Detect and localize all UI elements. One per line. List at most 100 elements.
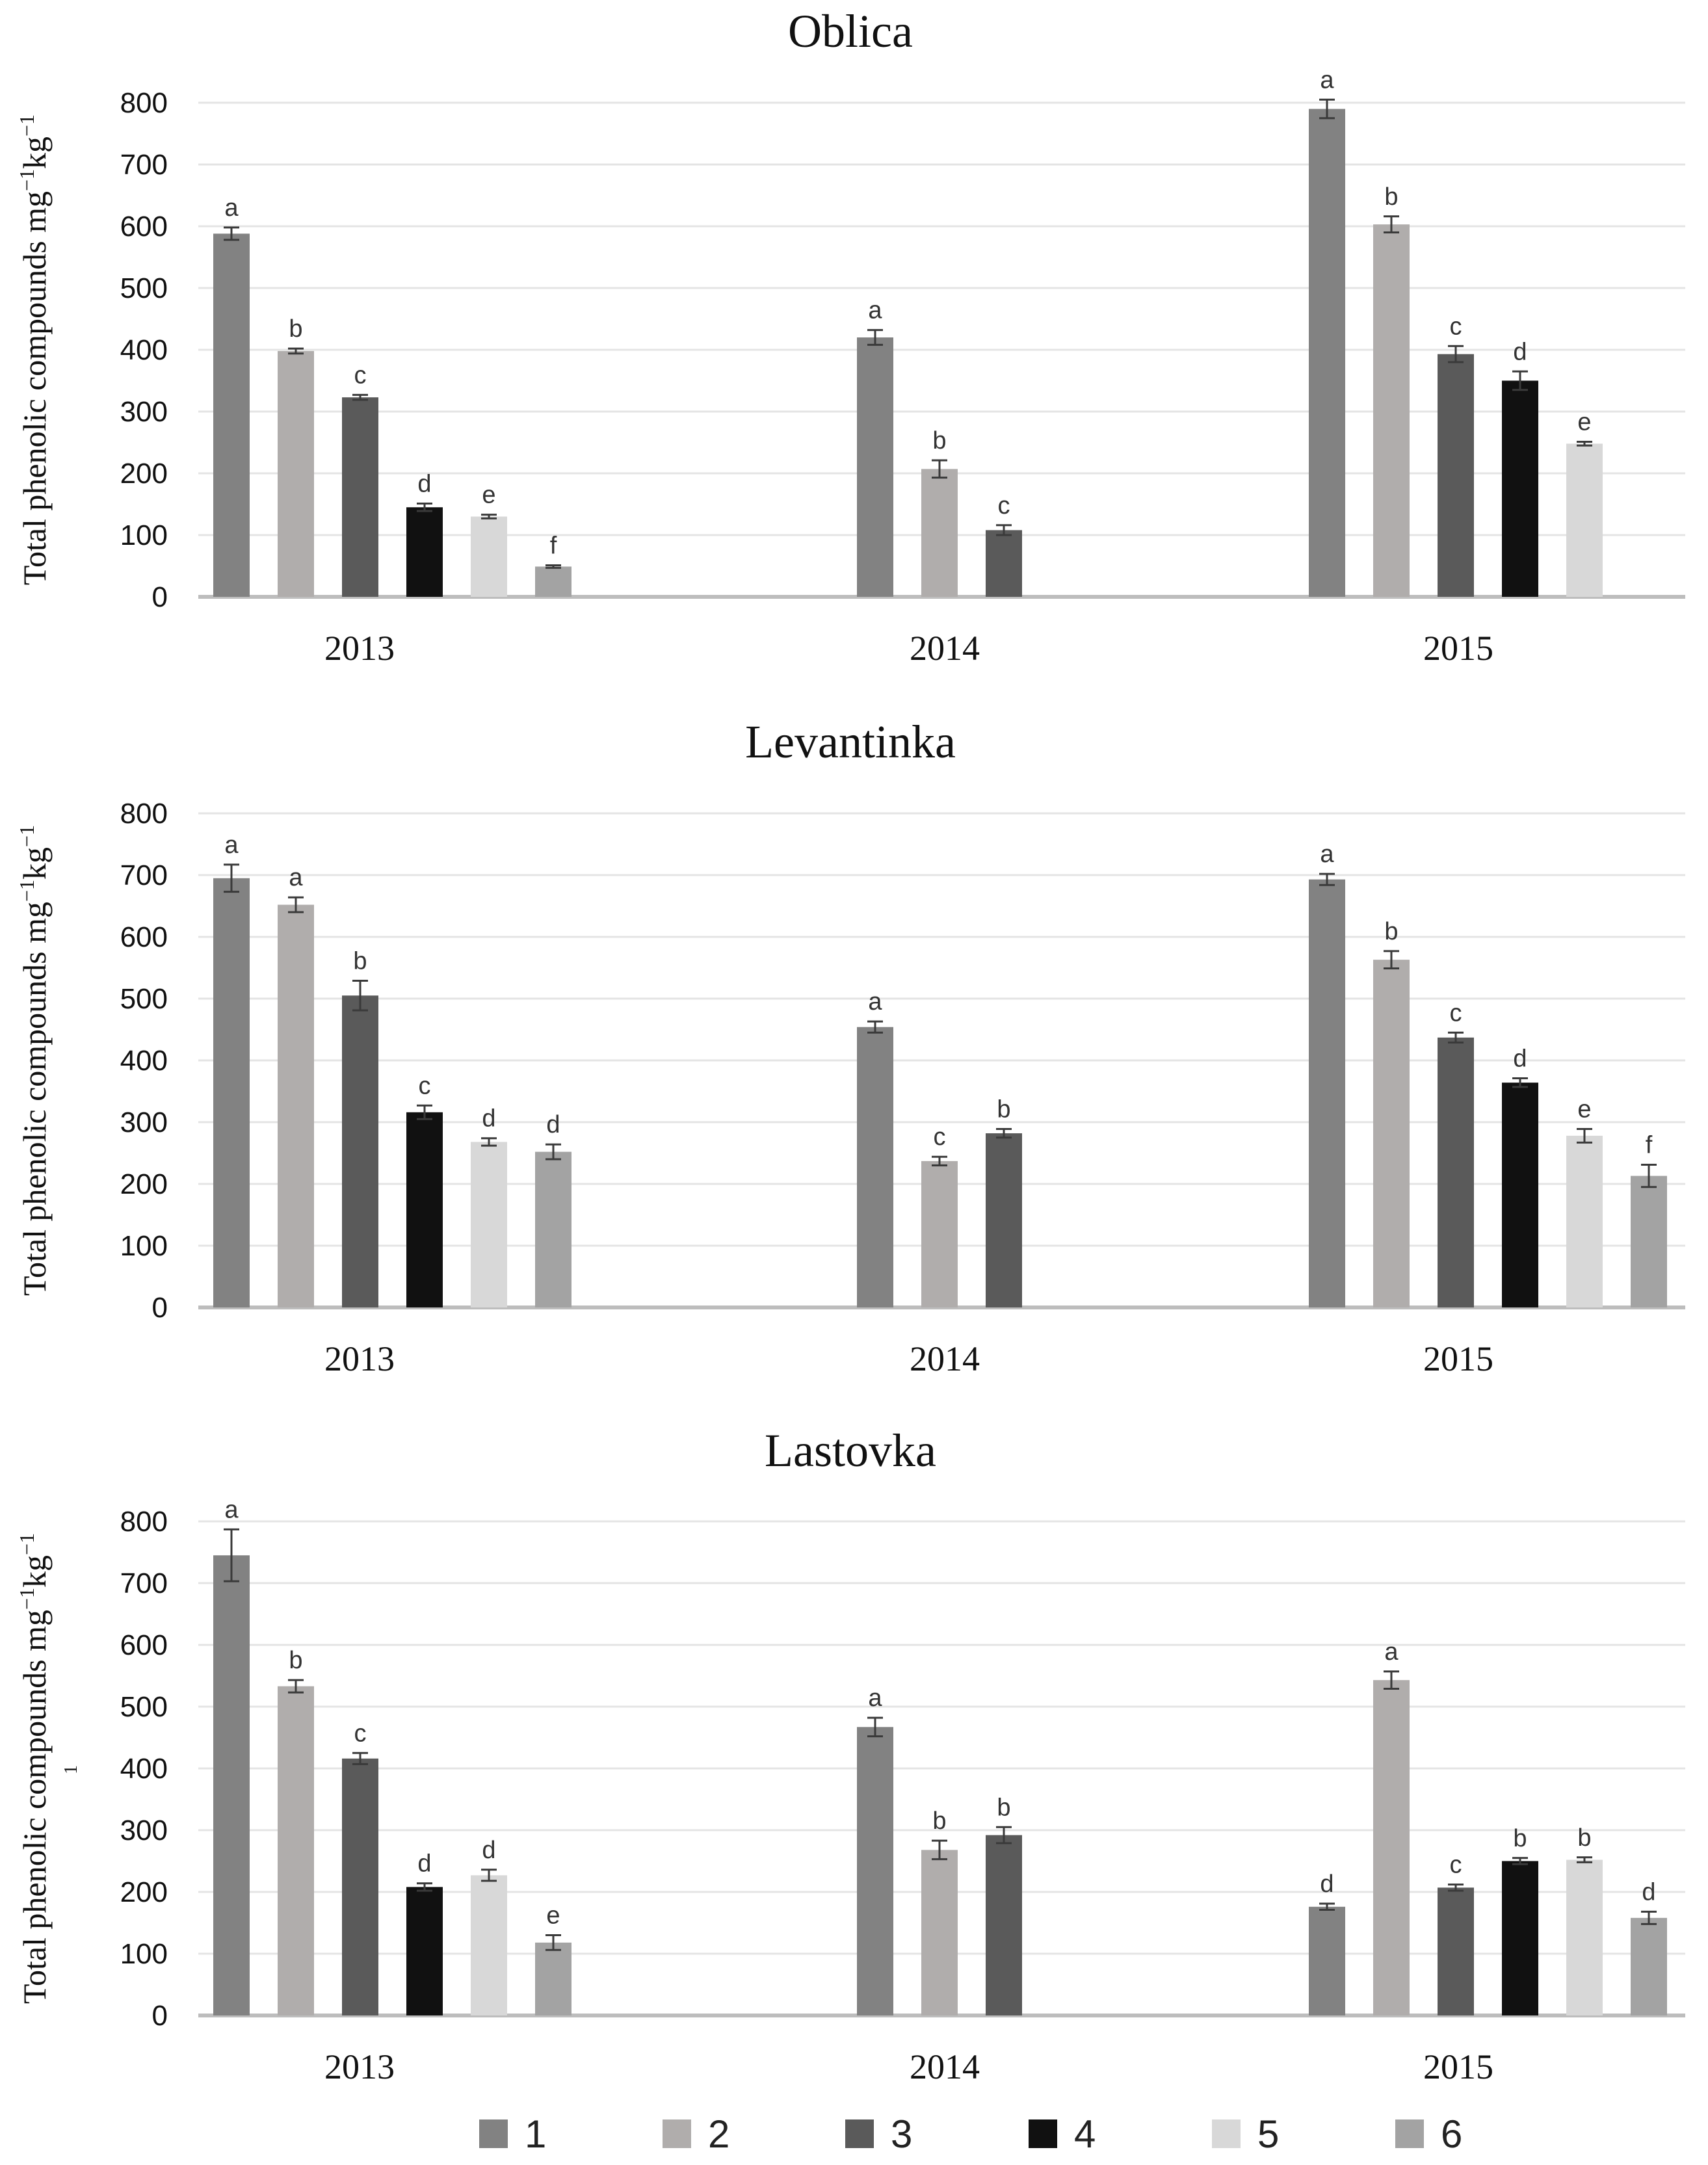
bar-series-2-2013: [278, 1686, 314, 2015]
chart-panel-levantinka: Levantinka 0 100 200 300 400 500 600 700 800 Total…: [15, 716, 1685, 1378]
significance-letter: d: [417, 1850, 431, 1878]
x-tick-label: 2013: [324, 629, 395, 668]
error-bar: [1577, 1127, 1592, 1144]
chart-panel-oblica: Oblica 0 100 200 300 400 500 600 700 800 Total phe…: [15, 5, 1685, 668]
significance-letter: c: [1450, 313, 1462, 340]
significance-letter: a: [224, 832, 239, 859]
significance-letter: b: [932, 427, 946, 454]
significance-letter: d: [482, 1837, 495, 1864]
y-tick-label: 0: [152, 1292, 168, 1324]
error-bar: [417, 1882, 432, 1892]
bar-series-3-2013: [342, 995, 378, 1307]
y-axis-label: Total phenolic compounds mg−1kg−1: [15, 825, 53, 1296]
y-tick-label: 500: [120, 272, 168, 304]
x-tick-label: 2015: [1423, 629, 1493, 668]
significance-letter: d: [417, 471, 431, 498]
significance-letter: a: [868, 297, 882, 324]
y-tick-label: 800: [120, 798, 168, 830]
error-bar: [1319, 873, 1335, 886]
significance-letter: c: [1450, 1852, 1462, 1879]
bar-series-2-2015: [1373, 960, 1410, 1307]
y-tick-label: 100: [120, 1938, 168, 1970]
bar-series-3-2014: [986, 530, 1022, 597]
legend: 1 2 3 4 5 6: [479, 2112, 1462, 2156]
bar-series-6-2015: [1631, 1917, 1667, 2015]
significance-letter: a: [1320, 66, 1334, 94]
legend-item-2: 2: [663, 2112, 729, 2156]
significance-letter: b: [932, 1807, 946, 1835]
error-bar: [545, 1143, 561, 1161]
significance-letter: f: [1646, 1132, 1653, 1159]
bar-series-3-2015: [1438, 1887, 1474, 2015]
y-tick-label: 200: [120, 1168, 168, 1200]
error-bar: [1577, 441, 1592, 447]
bar-series-6-2015: [1631, 1175, 1667, 1307]
bar-series-4-2013: [406, 507, 443, 597]
error-bar: [1319, 1902, 1335, 1911]
error-bar: [1512, 1077, 1528, 1088]
y-axis-label: Total phenolic compounds mg−1kg−1: [15, 114, 53, 585]
error-bar: [996, 524, 1012, 536]
bar-series-2-2015: [1373, 1680, 1410, 2015]
error-bar: [996, 1826, 1012, 1844]
bar-series-2-2013: [278, 904, 314, 1307]
stray-mark: 1: [61, 1765, 81, 1774]
bar-series-3-2014: [986, 1133, 1022, 1307]
bar-series-6-2013: [535, 1151, 572, 1307]
error-bar: [352, 979, 368, 1012]
significance-letter: d: [1513, 1045, 1527, 1073]
significance-letter: c: [1450, 999, 1462, 1027]
bar-series-4-2013: [406, 1887, 443, 2015]
significance-letter: a: [868, 1685, 882, 1712]
bar-series-1-2015: [1309, 1906, 1345, 2015]
bar-series-5-2013: [471, 1142, 507, 1307]
bar-series-4-2015: [1502, 1082, 1538, 1307]
error-bar: [224, 226, 239, 241]
error-bar: [417, 1104, 432, 1120]
y-tick-label: 600: [120, 1629, 168, 1661]
significance-letter: b: [1577, 1824, 1591, 1852]
legend-swatch: [1212, 2119, 1241, 2148]
legend-label: 4: [1074, 2112, 1096, 2156]
significance-letter: d: [1642, 1878, 1655, 1906]
significance-letter: d: [482, 1105, 495, 1133]
significance-letter: b: [289, 1647, 302, 1674]
y-tick-label: 100: [120, 519, 168, 551]
legend-swatch: [845, 2119, 874, 2148]
significance-letter: d: [1513, 338, 1527, 365]
significance-letter: d: [546, 1111, 560, 1138]
legend-item-3: 3: [845, 2112, 912, 2156]
legend-label: 5: [1257, 2112, 1279, 2156]
bar-series-5-2015: [1566, 443, 1603, 597]
significance-letter: b: [289, 315, 302, 343]
y-tick-label: 400: [120, 1045, 168, 1077]
bar-series-2-2013: [278, 350, 314, 597]
error-bar: [1512, 1857, 1528, 1865]
error-bar: [417, 503, 432, 512]
significance-letter: f: [550, 532, 557, 560]
significance-letter: b: [997, 1096, 1010, 1123]
bar-series-2-2015: [1373, 224, 1410, 597]
error-bar: [996, 1127, 1012, 1139]
y-tick-label: 200: [120, 1876, 168, 1908]
significance-letter: a: [289, 864, 303, 891]
error-bar: [288, 347, 304, 355]
bar-series-3-2014: [986, 1835, 1022, 2015]
error-bar: [352, 393, 368, 401]
y-tick-label: 700: [120, 859, 168, 891]
error-bar: [481, 514, 497, 519]
y-tick-label: 600: [120, 921, 168, 953]
y-tick-label: 700: [120, 149, 168, 181]
bar-series-4-2015: [1502, 1861, 1538, 2015]
legend-swatch: [663, 2119, 691, 2148]
x-tick-label: 2013: [324, 2047, 395, 2086]
significance-letter: c: [354, 1720, 367, 1747]
x-tick-label: 2013: [324, 1339, 395, 1378]
y-tick-label: 800: [120, 1506, 168, 1538]
error-bar: [1512, 370, 1528, 391]
y-tick-label: 500: [120, 1691, 168, 1723]
significance-letter: c: [998, 492, 1010, 519]
bar-series-3-2015: [1438, 354, 1474, 597]
error-bar: [932, 1839, 947, 1861]
